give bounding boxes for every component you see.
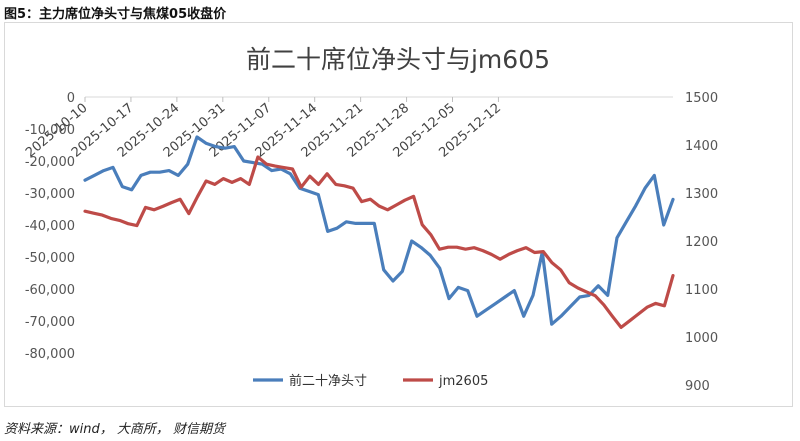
chart-svg: 前二十席位净头寸与jm605 0 -10,000 -20,000 -30,000 -40… [23, 45, 718, 394]
y-left-tick-label: 0 [67, 91, 75, 106]
chart-frame: 前二十席位净头寸与jm605 0 -10,000 -20,000 -30,000 -40… [4, 22, 793, 407]
chart-title: 前二十席位净头寸与jm605 [246, 45, 550, 74]
y-left-tick-label: -20,000 [25, 155, 75, 170]
figure-caption: 图5：主力席位净头寸与焦煤05收盘价 [4, 7, 227, 22]
legend: 前二十净头寸 jm2605 [253, 373, 488, 389]
y-left-tick-label: -60,000 [25, 283, 75, 298]
y-right-tick-label: 1000 [685, 331, 718, 346]
y-left-axis: 0 -10,000 -20,000 -30,000 -40,000 -50,000 -60,… [25, 91, 75, 362]
series-layer [83, 135, 675, 329]
y-left-tick-label: -40,000 [25, 219, 75, 234]
legend-label-1: 前二十净头寸 [289, 373, 367, 389]
y-right-tick-label: 1100 [685, 283, 718, 298]
y-right-tick-label: 1300 [685, 187, 718, 202]
y-left-tick-label: -10,000 [25, 123, 75, 138]
y-left-tick-label: -30,000 [25, 187, 75, 202]
x-axis: 2025-10-102025-10-172025-10-242025-10-31… [23, 97, 504, 161]
y-right-tick-label: 1400 [685, 139, 718, 154]
y-right-tick-label: 1500 [685, 91, 718, 106]
y-left-tick-label: -80,000 [25, 347, 75, 362]
y-right-tick-label: 1200 [685, 235, 718, 250]
series-line-1 [83, 135, 675, 326]
y-left-tick-label: -70,000 [25, 315, 75, 330]
series-line-2 [83, 155, 675, 329]
y-right-tick-label: 900 [685, 379, 710, 394]
source-note: 资料来源：wind， 大商所， 财信期货 [4, 422, 226, 437]
legend-label-2: jm2605 [438, 374, 488, 389]
y-left-tick-label: -50,000 [25, 251, 75, 266]
y-right-axis: 1500 1400 1300 1200 1100 1000 900 [685, 91, 718, 394]
